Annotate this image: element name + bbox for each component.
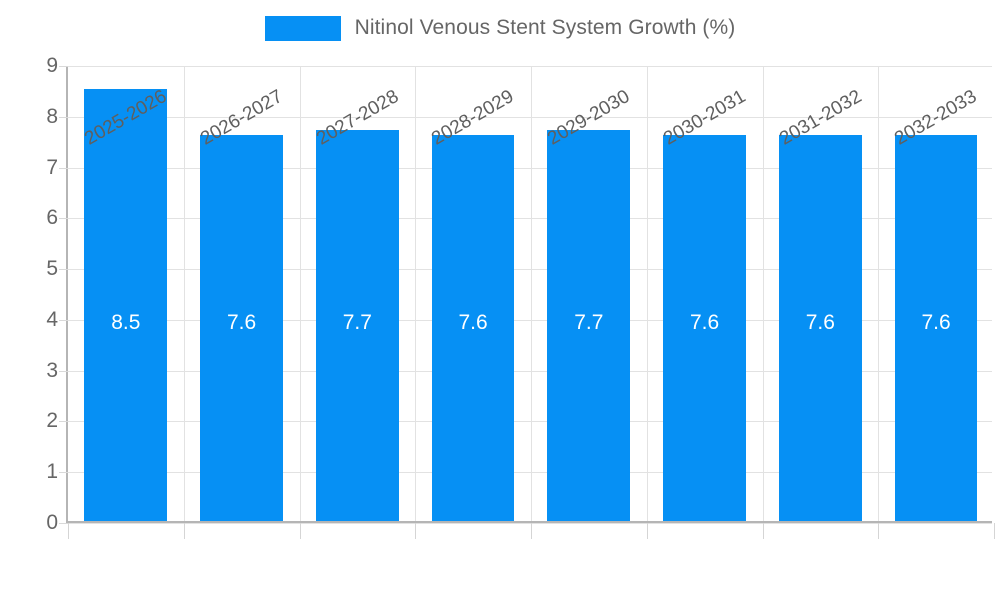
bar-value-label: 7.6 <box>921 311 951 334</box>
y-axis-tick <box>59 66 68 67</box>
bar[interactable]: 7.6 <box>431 135 515 521</box>
y-axis-tick <box>59 370 68 372</box>
bar[interactable]: 7.7 <box>547 130 631 521</box>
y-axis-tick-label: 1 <box>46 460 58 484</box>
x-axis-tick <box>994 523 995 539</box>
y-axis-tick <box>59 319 68 321</box>
gridline-horizontal <box>68 167 992 169</box>
chart-legend: Nitinol Venous Stent System Growth (%) <box>0 0 1000 56</box>
legend-color-swatch <box>264 15 341 41</box>
bar[interactable]: 7.6 <box>778 135 862 521</box>
y-axis-tick-label: 9 <box>46 54 58 77</box>
gridline-horizontal <box>68 472 992 474</box>
x-axis-tick <box>299 523 301 539</box>
y-axis-tick-label: 2 <box>46 409 58 433</box>
gridline-vertical <box>415 66 417 521</box>
y-axis-tick-label: 4 <box>46 307 58 331</box>
x-axis-tick <box>183 523 185 539</box>
gridline-horizontal <box>68 523 992 524</box>
bar[interactable]: 8.5 <box>84 89 168 521</box>
bar[interactable]: 7.6 <box>200 135 283 521</box>
x-axis-tick <box>68 523 69 539</box>
bar-value-label: 7.7 <box>342 311 372 334</box>
bar-value-label: 7.7 <box>574 311 604 334</box>
y-axis-tick-label: 3 <box>46 358 58 382</box>
y-axis-tick-label: 0 <box>46 511 58 534</box>
gridline-horizontal <box>68 66 992 67</box>
y-axis-tick <box>59 116 68 118</box>
x-axis-tick <box>878 523 880 539</box>
gridline-vertical <box>183 66 185 521</box>
y-axis-tick-label: 6 <box>46 206 58 230</box>
gridline-horizontal <box>68 116 992 118</box>
x-axis-tick <box>531 523 532 539</box>
y-axis-tick <box>59 421 68 423</box>
bar-value-label: 8.5 <box>111 311 141 334</box>
gridline-vertical <box>299 66 301 521</box>
y-axis-tick <box>59 523 68 524</box>
gridline-horizontal <box>68 269 992 271</box>
y-axis-tick-label: 5 <box>46 257 58 281</box>
bar-value-label: 7.6 <box>690 311 720 334</box>
x-axis-tick <box>762 523 764 539</box>
gridline-horizontal <box>68 421 992 423</box>
y-axis-tick-label: 8 <box>46 104 58 128</box>
gridline-horizontal <box>68 319 992 321</box>
x-axis-tick <box>415 523 417 539</box>
gridline-horizontal <box>68 370 992 372</box>
gridline-vertical <box>646 66 648 521</box>
bar-value-label: 7.6 <box>458 311 488 334</box>
gridline-horizontal <box>68 218 992 220</box>
bar[interactable]: 7.7 <box>315 130 399 521</box>
legend-series-label: Nitinol Venous Stent System Growth (%) <box>354 16 736 39</box>
y-axis-tick <box>59 269 68 271</box>
y-axis-tick <box>59 218 68 220</box>
bar-value-label: 7.6 <box>227 311 257 334</box>
y-axis-tick <box>59 167 68 169</box>
y-axis-tick <box>59 472 68 474</box>
x-axis-tick <box>646 523 648 539</box>
gridline-vertical <box>762 66 764 521</box>
gridline-vertical <box>878 66 880 521</box>
y-axis-tick-label: 7 <box>46 155 58 179</box>
gridline-vertical <box>531 66 532 521</box>
bar[interactable]: 7.6 <box>894 135 978 521</box>
bar-value-label: 7.6 <box>805 311 835 334</box>
bar[interactable]: 7.6 <box>663 135 746 521</box>
